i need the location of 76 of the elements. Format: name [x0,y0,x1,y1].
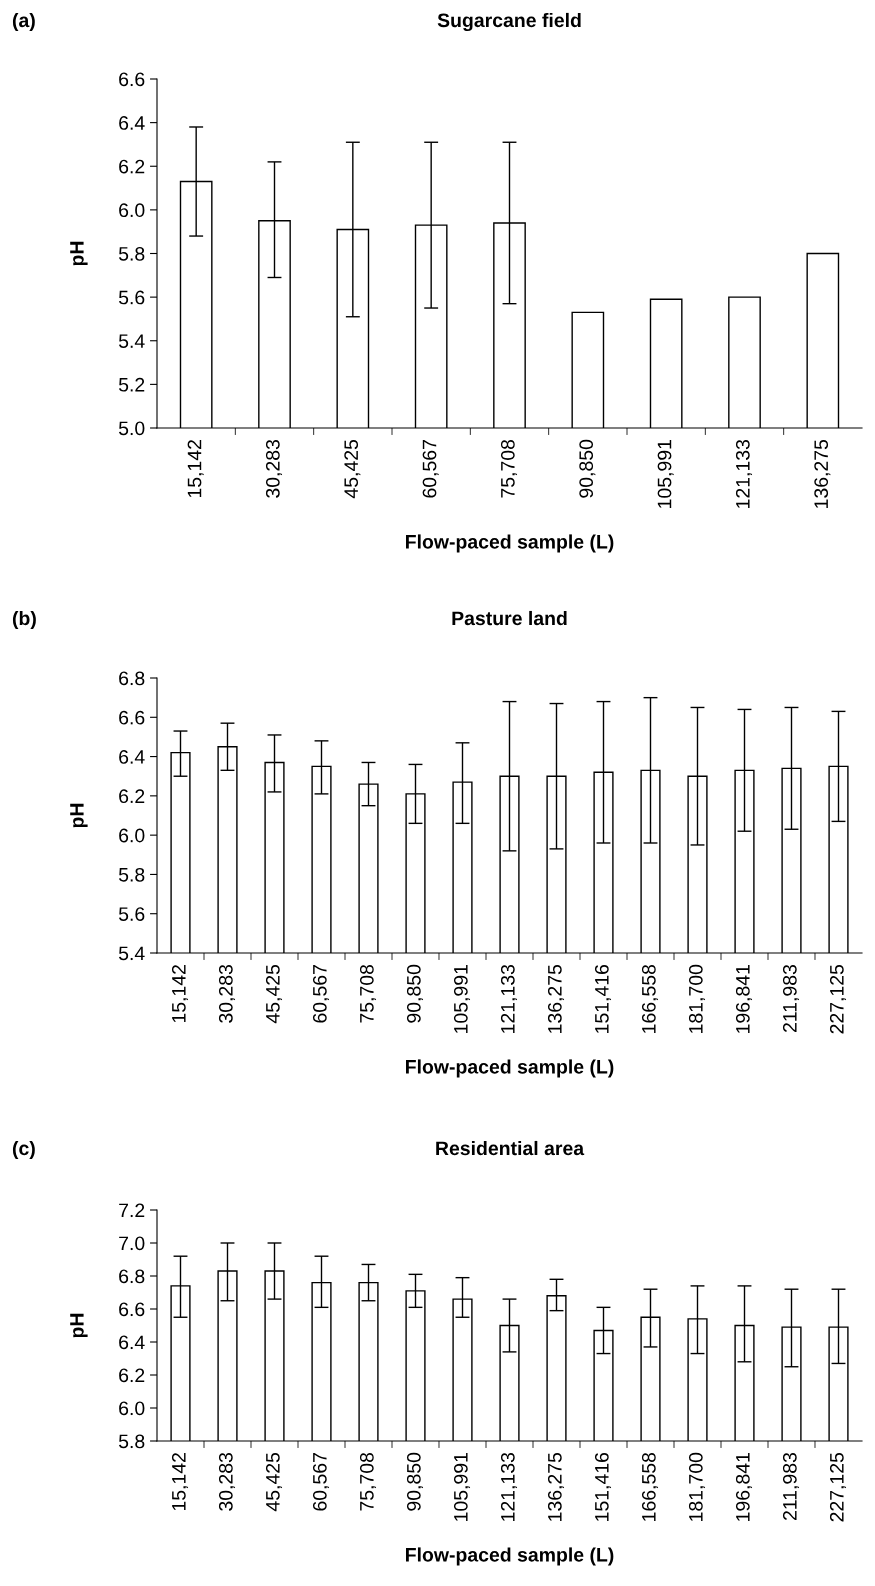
x-tick-label: 90,850 [406,1452,424,1511]
x-tick-label: 15,142 [171,1453,189,1511]
x-axis-title: Flow-paced sample (L) [406,534,614,553]
y-tick-label: 6.2 [119,1368,145,1383]
x-tick-label: 136,275 [814,439,831,508]
y-tick-label: 5.6 [118,290,145,305]
y-tick-label: 6.4 [119,750,145,764]
y-tick-label: 5.2 [118,377,145,392]
y-tick-label: 7.2 [119,1203,145,1218]
x-tick-label: 136,275 [547,1452,565,1521]
x-tick-label: 105,991 [453,965,471,1033]
x-tick-label: 60,567 [312,1453,330,1511]
y-tick-label: 5.6 [118,907,145,921]
x-tick-label: 30,283 [218,964,236,1023]
x-tick-label: 196,841 [735,965,753,1033]
y-tick-label: 5.8 [118,1434,145,1449]
x-tick-label: 121,133 [735,439,753,508]
chart-title: Sugarcane field [437,12,581,32]
y-tick-label: 6.8 [119,671,145,686]
x-tick-label: 227,125 [829,1452,847,1522]
y-tick-label: 6.6 [119,72,145,87]
x-tick-label: 105,991 [657,440,674,508]
x-tick-label: 90,850 [406,964,424,1023]
chart-title: Pasture land [452,610,567,626]
x-tick-label: 60,567 [422,440,439,498]
y-tick-label: 7.0 [119,1236,145,1251]
x-tick-label: 75,708 [500,439,518,498]
x-tick-label: 211,983 [782,964,800,1032]
x-tick-label: 30,283 [265,439,283,498]
y-tick-label: 6.6 [119,1302,145,1317]
x-tick-label: 227,125 [829,964,847,1034]
y-tick-label: 6.4 [119,1335,145,1350]
text: (a) [12,12,35,32]
x-tick-label: 45,425 [265,1452,283,1512]
x-tick-label: 136,275 [547,964,565,1033]
y-axis-title: pH [70,1313,88,1338]
x-tick-label: 75,708 [359,1452,377,1511]
x-tick-label: 166,558 [641,1452,659,1521]
y-tick-label: 5.0 [118,421,145,436]
y-tick-label: 6.0 [119,1401,145,1416]
x-tick-label: 151,416 [594,964,612,1033]
y-tick-label: 6.2 [119,159,145,174]
x-tick-label: 30,283 [218,1452,236,1511]
x-tick-label: 211,983 [782,1452,800,1520]
y-tick-label: 6.0 [119,203,145,218]
y-axis-title: pH [70,241,88,266]
x-tick-label: 15,142 [187,440,204,498]
x-tick-label: 60,567 [312,965,330,1023]
y-tick-label: 6.2 [119,789,145,804]
x-tick-label: 45,425 [265,964,283,1024]
y-tick-label: 5.8 [118,867,145,882]
x-tick-label: 151,416 [594,1452,612,1521]
y-tick-label: 6.6 [119,710,145,725]
x-tick-label: 181,700 [688,1452,706,1521]
y-tick-label: 6.0 [119,828,145,843]
y-axis-title: pH [70,803,88,828]
text: (b) [12,610,36,630]
x-tick-label: 121,133 [500,1452,518,1521]
x-tick-label: 45,425 [344,439,361,499]
y-tick-label: 6.4 [119,116,145,130]
y-tick-label: 5.4 [118,946,145,961]
x-axis-title: Flow-paced sample (L) [406,1547,614,1566]
y-tick-label: 5.4 [118,334,145,348]
x-tick-label: 196,841 [735,1453,753,1521]
x-axis-title: Flow-paced sample (L) [406,1059,614,1078]
x-tick-label: 181,700 [688,964,706,1033]
x-tick-label: 75,708 [359,964,377,1023]
y-tick-label: 5.8 [118,246,145,261]
x-tick-label: 15,142 [171,965,189,1023]
chart-title: Residential area [436,1140,585,1156]
x-tick-label: 121,133 [500,964,518,1033]
y-tick-label: 6.8 [119,1269,145,1284]
text: (c) [12,1140,35,1160]
x-tick-label: 166,558 [641,964,659,1033]
x-tick-label: 105,991 [453,1453,471,1521]
x-tick-label: 90,850 [579,439,596,498]
